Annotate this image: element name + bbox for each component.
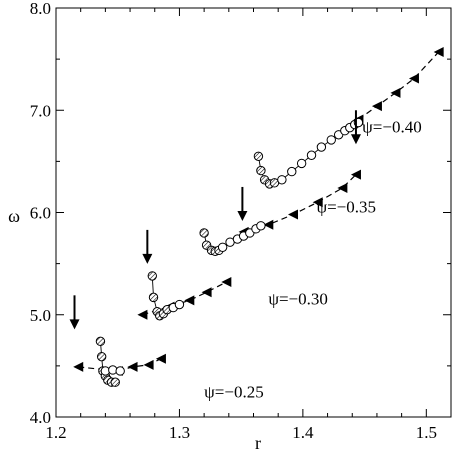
open-circle-point — [256, 221, 266, 231]
open-circle-point — [287, 166, 297, 177]
dashed-line — [358, 51, 440, 120]
open-circle-point — [217, 242, 228, 252]
y-tick-label: 6.0 — [30, 204, 51, 223]
open-circle-point — [174, 299, 185, 310]
dashed-line — [142, 281, 227, 316]
y-tick-label: 5.0 — [30, 306, 51, 325]
triangle-point — [350, 169, 361, 180]
shaded-circle-point — [110, 377, 120, 387]
open-circle-point — [115, 366, 125, 376]
shaded-circle-point — [256, 165, 266, 176]
open-circle-point — [306, 150, 317, 160]
x-tick-label: 1.4 — [292, 423, 314, 442]
triangle-point — [73, 361, 84, 372]
triangle-point — [127, 361, 138, 372]
series-label: ψ=−0.40 — [362, 118, 422, 137]
x-tick-label: 1.3 — [169, 423, 190, 442]
triangle-point — [433, 46, 444, 57]
y-tick-label: 4.0 — [30, 408, 51, 427]
arrow-head — [350, 134, 361, 145]
open-circle-point — [316, 142, 327, 152]
open-circle-point — [277, 175, 287, 185]
group — [73, 336, 166, 387]
x-tick-label: 1.2 — [45, 423, 66, 442]
arrow-head — [69, 319, 80, 330]
triangle-point — [263, 219, 274, 230]
triangle-point — [337, 182, 348, 193]
x-axis-title: r — [255, 433, 261, 453]
arrow-head — [237, 210, 248, 221]
shaded-circle-point — [148, 292, 159, 303]
y-tick-label: 8.0 — [30, 0, 51, 18]
series-layer — [73, 46, 444, 387]
open-circle-point — [296, 158, 307, 169]
y-tick-labels: 4.0 5.0 6.0 7.0 8.0 — [30, 0, 51, 427]
shaded-circle-point — [147, 271, 157, 281]
y-tick-label: 7.0 — [30, 101, 51, 120]
triangle-point — [288, 209, 298, 220]
group — [137, 271, 232, 321]
group — [253, 46, 444, 189]
x-tick-label: 1.5 — [416, 423, 437, 442]
shaded-circle-point — [96, 351, 107, 362]
triangle-point — [408, 73, 419, 84]
open-circle-point — [326, 135, 336, 145]
arrow-head — [142, 253, 153, 264]
triangle-point — [221, 277, 232, 288]
triangle-point — [143, 359, 154, 370]
triangle-point — [155, 353, 166, 364]
y-axis-title: ω — [8, 206, 20, 226]
triangle-point — [312, 197, 323, 208]
shaded-circle-point — [253, 151, 264, 161]
plot-frame — [55, 7, 452, 418]
triangle-point — [390, 87, 401, 98]
series-label: ψ=−0.35 — [316, 198, 376, 217]
triangle-point — [137, 309, 148, 320]
shaded-circle-point — [95, 336, 106, 347]
series-label: ψ=−0.30 — [268, 290, 328, 309]
shaded-circle-point — [199, 228, 209, 238]
triangle-point — [371, 101, 382, 112]
group — [199, 169, 361, 257]
x-tick-labels: 1.2 1.3 1.4 1.5 — [45, 423, 437, 442]
annotations-layer: ψ=−0.25 ψ=−0.30 ψ=−0.35 ψ=−0.40 — [69, 110, 422, 402]
triangle-point — [184, 295, 195, 306]
triangle-point — [201, 287, 212, 298]
axis-ticks — [55, 7, 452, 418]
series-label: ψ=−0.25 — [204, 383, 264, 402]
